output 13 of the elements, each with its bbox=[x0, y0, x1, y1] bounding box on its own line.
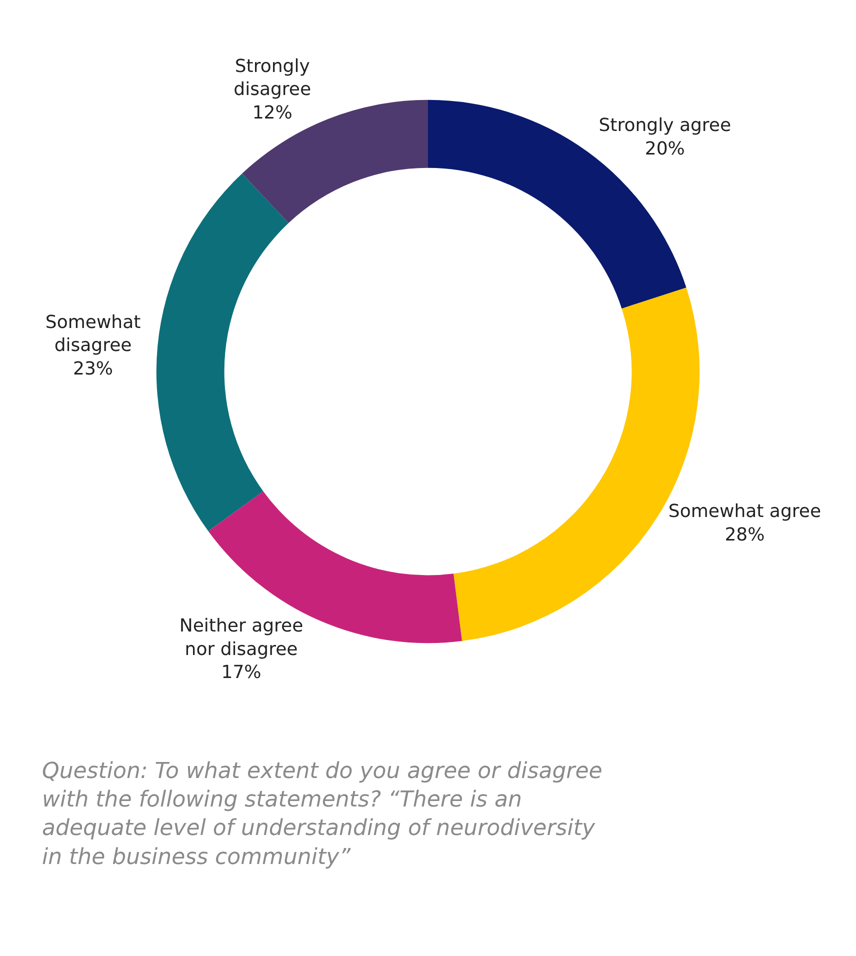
slice-label: Somewhat disagree bbox=[45, 312, 141, 356]
slice-label: Somewhat agree bbox=[668, 501, 822, 522]
donut-slice bbox=[156, 174, 289, 532]
donut-slice bbox=[242, 100, 428, 224]
slice-label: Strongly disagree bbox=[234, 56, 312, 100]
data-label: 23% bbox=[73, 358, 114, 380]
data-label: 17% bbox=[221, 662, 262, 684]
text: Question: To what extent do you agree or disagree with the following statements? “There is an adequate level of understanding of neurodiversity in the business community” bbox=[42, 759, 602, 870]
data-label: 12% bbox=[252, 102, 292, 124]
slice-label: Neither agree nor disagree bbox=[179, 615, 304, 660]
data-label: 20% bbox=[644, 138, 685, 160]
slice-label: Strongly agree bbox=[598, 115, 732, 136]
data-label: 28% bbox=[724, 524, 765, 546]
